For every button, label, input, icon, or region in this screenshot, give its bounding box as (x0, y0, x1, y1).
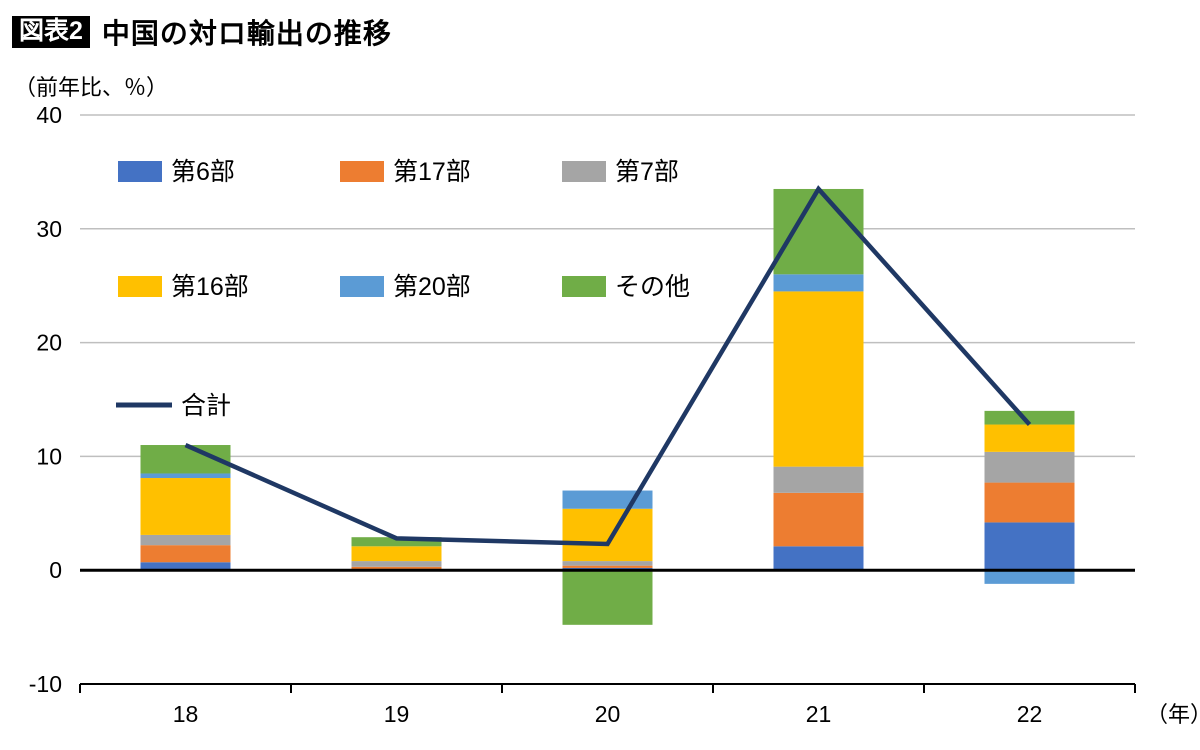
bar-segment-22 (984, 570, 1075, 584)
legend-label-2: 第17部 (393, 158, 471, 186)
legend-swatch-3 (562, 161, 606, 182)
bar-segment-22 (984, 451, 1075, 483)
x-tick-label: 22 (1017, 701, 1043, 727)
legend-swatch-5 (340, 276, 384, 297)
legend-swatch-1 (118, 161, 162, 182)
bar-segment-21 (773, 466, 864, 493)
legend-label-6: その他 (615, 273, 690, 301)
bar-segment-20 (562, 570, 653, 625)
x-tick-label: 18 (173, 701, 199, 727)
bar-segment-20 (562, 565, 653, 568)
legend-swatch-4 (118, 276, 162, 297)
legend-label-total: 合計 (181, 392, 231, 420)
bar-segment-18 (140, 473, 231, 479)
bar-segment-21 (773, 274, 864, 292)
bar-segment-19 (351, 537, 442, 547)
x-tick-label: 19 (384, 701, 410, 727)
legend-label-4: 第16部 (171, 273, 249, 301)
bar-segment-19 (351, 566, 442, 570)
bar-segment-18 (140, 545, 231, 563)
bar-segment-22 (984, 482, 1075, 523)
bar-segment-20 (562, 561, 653, 566)
figure-badge: 図表2 (12, 16, 90, 48)
bar-segment-18 (140, 534, 231, 546)
bar-segment-21 (773, 546, 864, 571)
bar-segment-22 (984, 522, 1075, 571)
y-tick-label: -10 (29, 671, 62, 697)
x-axis-suffix-label: （年） (1146, 702, 1200, 727)
legend-swatch-6 (562, 276, 606, 297)
y-tick-label: 40 (36, 102, 62, 128)
legend-swatch-2 (340, 161, 384, 182)
y-tick-label: 10 (36, 443, 62, 469)
legend-label-5: 第20部 (393, 273, 471, 301)
y-tick-label: 0 (49, 557, 62, 583)
bar-segment-21 (773, 291, 864, 467)
x-tick-label: 21 (806, 701, 832, 727)
bar-segment-18 (140, 478, 231, 535)
legend-label-3: 第7部 (615, 158, 679, 186)
bar-segment-22 (984, 424, 1075, 452)
bar-segment-21 (773, 188, 864, 275)
legend-label-1: 第6部 (171, 158, 235, 186)
bar-segment-20 (562, 508, 653, 562)
y-tick-label: 30 (36, 216, 62, 242)
x-tick-label: 20 (595, 701, 621, 727)
figure-title: 中国の対ロ輸出の推移 (101, 18, 392, 49)
bar-segment-21 (773, 492, 864, 547)
y-tick-label: 20 (36, 330, 62, 356)
y-axis-unit-label: （前年比、％） (14, 75, 169, 100)
bar-segment-18 (140, 562, 231, 571)
figure-header: 図表2 中国の対ロ輸出の推移 (12, 12, 392, 52)
bar-segment-19 (351, 546, 442, 562)
bar-segment-22 (984, 410, 1075, 425)
bar-segment-19 (351, 561, 442, 567)
total-line (184, 185, 1032, 547)
